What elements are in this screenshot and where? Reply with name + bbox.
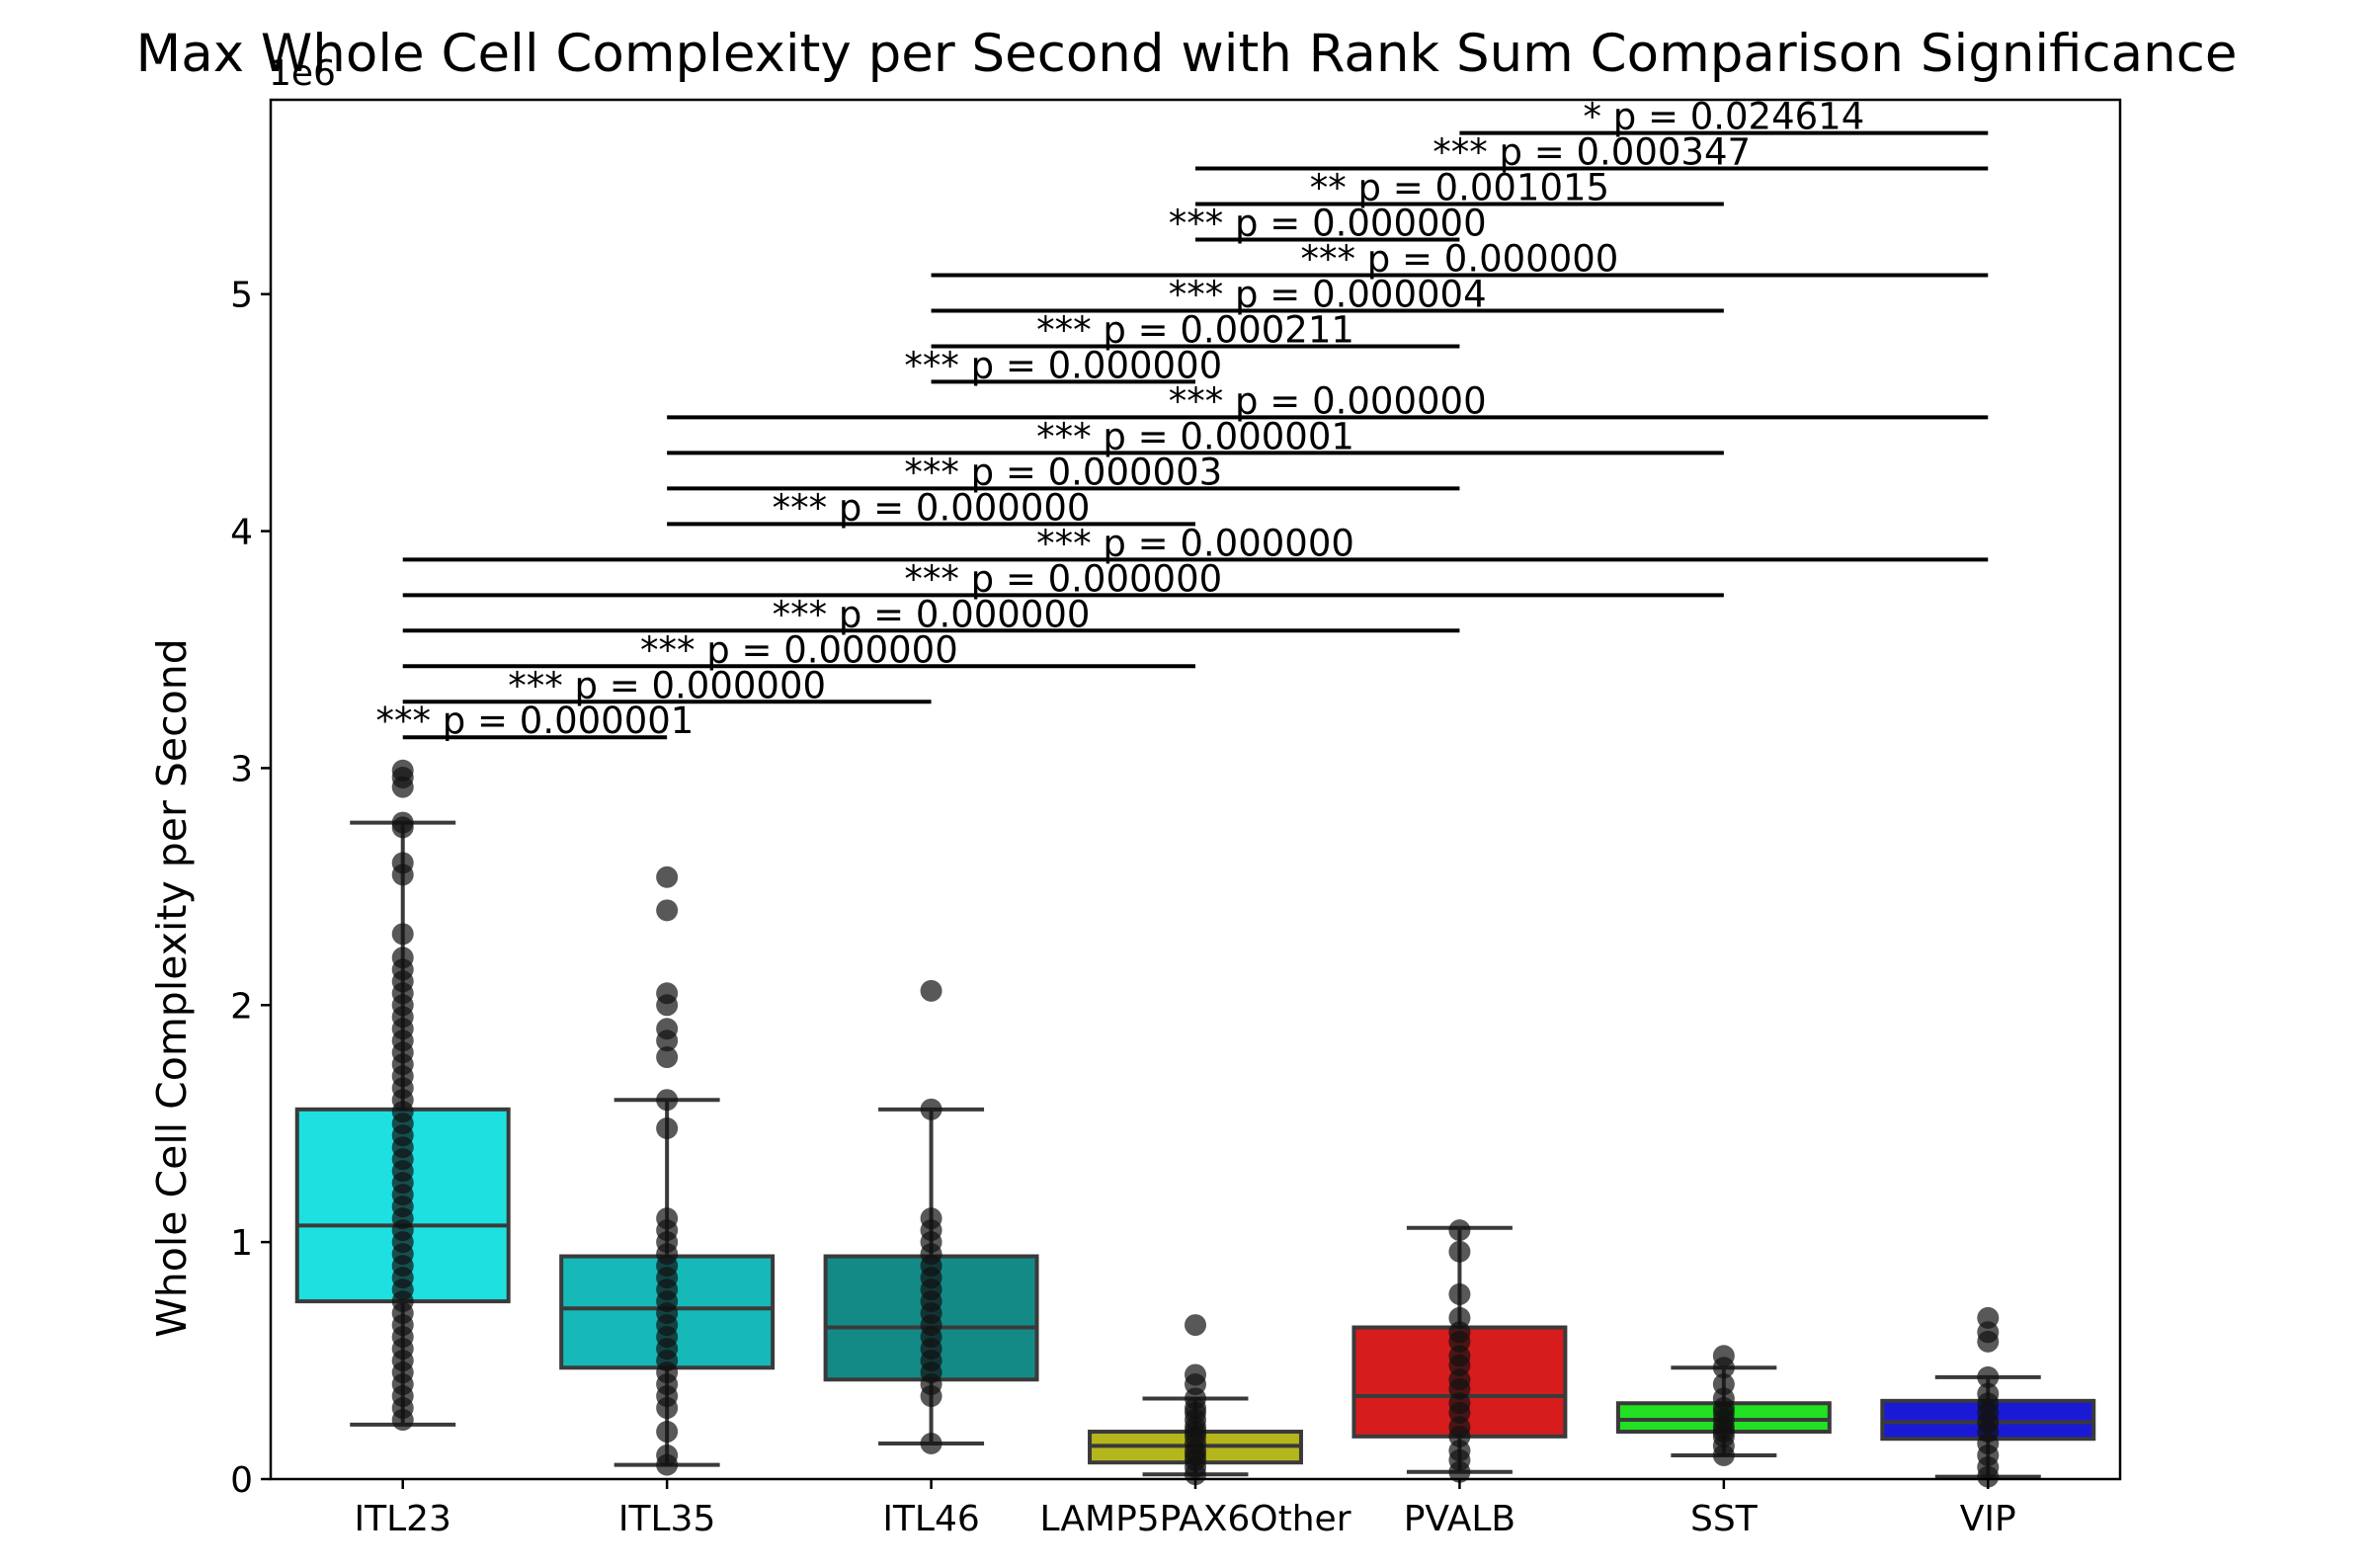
data-point <box>656 1421 679 1444</box>
significance-itl23-pvalb: *** p = 0.000000 <box>402 593 1460 635</box>
y-tick-label: 4 <box>230 513 253 553</box>
y-axis-label: Whole Cell Complexity per Second <box>148 638 196 1338</box>
significance-itl23-lamp5pax6other: *** p = 0.000000 <box>402 628 1195 671</box>
significance-itl35-pvalb: *** p = 0.000003 <box>667 451 1460 493</box>
significance-label: *** p = 0.000004 <box>1169 273 1487 315</box>
significance-label: *** p = 0.000001 <box>376 700 695 742</box>
data-point <box>656 899 679 922</box>
significance-itl23-itl46: *** p = 0.000000 <box>402 664 932 706</box>
data-point <box>1448 1306 1471 1329</box>
data-point <box>656 1046 679 1069</box>
data-point <box>1448 1219 1471 1242</box>
significance-itl23-sst: *** p = 0.000000 <box>402 557 1724 600</box>
significance-itl46-lamp5pax6other: *** p = 0.000000 <box>904 344 1222 386</box>
data-point <box>920 1433 942 1455</box>
x-tick-label: ITL35 <box>618 1499 715 1539</box>
significance-label: *** p = 0.000000 <box>1301 237 1619 280</box>
significance-lamp5pax6other-pvalb: *** p = 0.000000 <box>1169 203 1487 245</box>
significance-itl35-lamp5pax6other: *** p = 0.000000 <box>667 486 1195 529</box>
significance-label: *** p = 0.000000 <box>640 628 958 671</box>
significance-label: *** p = 0.000000 <box>1036 522 1354 564</box>
significance-label: *** p = 0.000211 <box>1036 308 1354 351</box>
data-point <box>1977 1365 2000 1388</box>
y-tick-label: 1 <box>230 1223 253 1264</box>
data-point <box>391 852 414 874</box>
x-tick-label: LAMP5PAX6Other <box>1040 1499 1351 1539</box>
x-tick-label: ITL46 <box>882 1499 979 1539</box>
data-point <box>656 1089 679 1112</box>
box-itl23 <box>294 759 511 1432</box>
significance-label: *** p = 0.000000 <box>773 486 1091 529</box>
significance-label: ** p = 0.001015 <box>1310 167 1609 209</box>
plot-area: *** p = 0.000001*** p = 0.000000*** p = … <box>230 96 2122 1539</box>
data-point <box>920 1098 942 1120</box>
data-point <box>1712 1345 1735 1367</box>
significance-itl46-pvalb: *** p = 0.000211 <box>931 308 1460 351</box>
data-point <box>1977 1382 2000 1405</box>
significance-itl35-sst: *** p = 0.000001 <box>667 415 1724 457</box>
data-point <box>391 947 414 969</box>
data-point <box>391 811 414 834</box>
box-itl35 <box>559 866 776 1476</box>
data-point <box>1712 1373 1735 1396</box>
significance-pvalb-vip: * p = 0.024614 <box>1459 96 1989 138</box>
data-point <box>656 866 679 888</box>
x-tick-label: ITL23 <box>354 1499 450 1539</box>
y-tick-label: 3 <box>230 749 253 789</box>
box-lamp5pax6other <box>1088 1314 1303 1486</box>
significance-label: *** p = 0.000000 <box>904 344 1222 386</box>
data-point <box>656 1444 679 1467</box>
data-point <box>1448 1282 1471 1305</box>
data-point <box>920 979 942 1002</box>
data-point <box>920 1207 942 1230</box>
x-tick-label: PVALB <box>1404 1499 1515 1539</box>
significance-itl46-vip: *** p = 0.000000 <box>931 237 1989 280</box>
data-point <box>656 1117 679 1140</box>
y-axis-offset-label: 1e6 <box>269 53 336 94</box>
significance-label: * p = 0.024614 <box>1583 96 1864 138</box>
significance-lamp5pax6other-sst: ** p = 0.001015 <box>1195 167 1724 209</box>
box-sst <box>1615 1345 1832 1467</box>
significance-itl46-sst: *** p = 0.000004 <box>931 273 1724 315</box>
significance-itl23-vip: *** p = 0.000000 <box>402 522 1989 564</box>
significance-label: *** p = 0.000000 <box>904 557 1222 600</box>
chart-title: Max Whole Cell Complexity per Second wit… <box>135 24 2237 84</box>
data-point <box>1448 1240 1471 1263</box>
data-point <box>1185 1363 1206 1386</box>
significance-label: *** p = 0.000000 <box>773 593 1091 635</box>
significance-label: *** p = 0.000347 <box>1433 131 1751 174</box>
y-tick-label: 2 <box>230 986 253 1027</box>
box-itl46 <box>823 979 1039 1455</box>
significance-lamp5pax6other-vip: *** p = 0.000347 <box>1195 131 1989 174</box>
data-point <box>656 1018 679 1040</box>
data-point <box>1185 1314 1206 1337</box>
data-point <box>656 1207 679 1230</box>
data-point <box>656 982 679 1005</box>
box-pvalb <box>1351 1219 1568 1483</box>
significance-label: *** p = 0.000001 <box>1036 415 1354 457</box>
significance-label: *** p = 0.000000 <box>1169 203 1487 245</box>
data-point <box>391 923 414 946</box>
box-vip <box>1880 1306 2096 1488</box>
significance-itl23-itl35: *** p = 0.000001 <box>376 700 695 742</box>
significance-label: *** p = 0.000000 <box>508 664 826 706</box>
significance-itl35-vip: *** p = 0.000000 <box>667 379 1989 422</box>
x-tick-label: VIP <box>1960 1499 2016 1539</box>
significance-label: *** p = 0.000003 <box>904 451 1222 493</box>
data-point <box>1977 1306 2000 1329</box>
x-tick-label: SST <box>1690 1499 1759 1539</box>
y-tick-label: 5 <box>230 276 253 316</box>
data-point <box>391 759 414 782</box>
significance-label: *** p = 0.000000 <box>1169 379 1487 422</box>
y-tick-label: 0 <box>230 1460 253 1501</box>
